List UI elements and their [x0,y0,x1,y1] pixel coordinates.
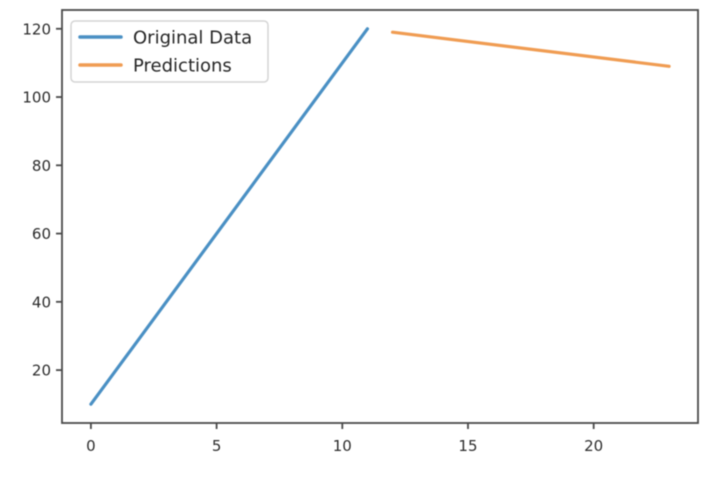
legend-label: Predictions [133,56,232,77]
y-tick-label: 120 [22,20,51,38]
series-line-predictions [390,30,671,68]
y-tick-label: 20 [32,362,51,380]
y-tick-label: 60 [32,225,51,243]
series-line-original-data [89,27,370,406]
x-tick-label: 15 [458,437,477,455]
axes-frame [61,9,699,424]
x-tick-label: 5 [212,437,222,455]
x-axis-ticks: 0 5 10 15 20 [86,423,603,455]
legend: Original Data Predictions [70,20,269,83]
x-tick-label: 10 [333,437,352,455]
x-tick-label: 20 [584,437,603,455]
y-tick-label: 80 [32,157,51,175]
y-tick-label: 100 [22,89,51,107]
y-axis-ticks: 20 40 60 80 100 120 [22,20,62,380]
y-tick-label: 40 [32,293,51,311]
series-lines [89,27,671,406]
x-tick-label: 0 [86,437,96,455]
legend-label: Original Data [133,28,252,49]
